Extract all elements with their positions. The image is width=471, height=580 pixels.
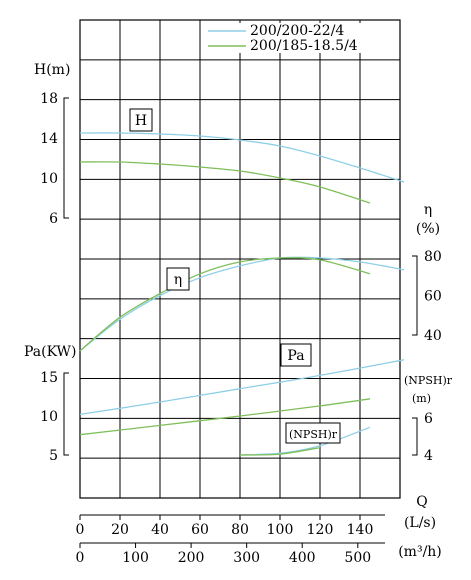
chart-axes — [63, 97, 418, 548]
npsh-axis-label: (NPSH)r — [404, 374, 453, 387]
npsh-curve-label: (NPSH)r — [289, 428, 338, 441]
power-axis-label: Pa(KW) — [24, 344, 76, 360]
ls-tick-label: 20 — [111, 522, 129, 538]
chart-grid — [79, 19, 401, 499]
eff-curve-label: η — [174, 272, 182, 288]
eff-tick-label: 60 — [424, 289, 442, 305]
series-line-pa — [79, 398, 371, 436]
head-axis-label: H(m) — [34, 62, 70, 78]
npsh-curve-label-box — [285, 422, 341, 444]
power-tick-label: 5 — [49, 448, 58, 464]
power-tick-label: 15 — [40, 370, 58, 386]
m3h-tick-label: 100 — [122, 550, 149, 566]
power-tick-label: 10 — [40, 409, 58, 425]
ls-tick-label: 120 — [307, 522, 334, 538]
chart-curves — [79, 132, 405, 456]
eff-axis-label: η — [424, 202, 432, 218]
m3h-tick-label: 500 — [344, 550, 371, 566]
head-tick-label: 10 — [40, 171, 58, 187]
head-tick-label: 14 — [40, 131, 58, 147]
chart-labels: H(m)6101418Pa(KW)51015η(%)406080(NPSH)r(… — [24, 62, 453, 566]
ls-tick-label: 60 — [191, 522, 209, 538]
ls-tick-label: 80 — [231, 522, 249, 538]
legend-item-bg — [206, 38, 396, 53]
npsh-axis-unit: (m) — [412, 392, 431, 405]
eff-axis-bracket — [412, 255, 418, 336]
ls-tick-label: 0 — [76, 522, 85, 538]
eff-tick-label: 40 — [424, 328, 442, 344]
m3h-tick-label: 200 — [178, 550, 205, 566]
npsh-tick-label: 6 — [424, 411, 433, 427]
series-line-npsh — [239, 446, 321, 456]
q-axis-label: Q — [416, 494, 427, 510]
npsh-tick-label: 4 — [424, 448, 433, 464]
power-axis-bracket — [63, 372, 69, 456]
ls-tick-label: 100 — [267, 522, 294, 538]
m3h-tick-label: 400 — [289, 550, 316, 566]
head-curve-label: H — [135, 113, 147, 129]
series-line-eff — [79, 257, 371, 352]
head-tick-label: 18 — [40, 91, 58, 107]
series-line-h — [79, 132, 405, 183]
power-curve-label-box — [280, 343, 312, 367]
eff-curve-label-box — [166, 267, 190, 291]
head-curve-label-box — [129, 108, 153, 132]
series-line-h — [79, 161, 371, 204]
m3h-axis-label: (m³/h) — [398, 544, 442, 560]
legend-item-bg — [206, 23, 396, 38]
npsh-axis-bracket — [412, 417, 418, 456]
power-curve-label: Pa — [287, 348, 304, 364]
legend-label: 200/200-22/4 — [250, 23, 344, 39]
head-tick-label: 6 — [49, 211, 58, 227]
legend-label: 200/185-18.5/4 — [250, 38, 358, 54]
m3h-tick-label: 0 — [76, 550, 85, 566]
eff-axis-unit: (%) — [416, 221, 440, 237]
ls-axis-label: (L/s) — [404, 515, 436, 531]
series-line-pa — [79, 359, 405, 416]
series-line-eff — [79, 256, 405, 352]
ls-tick-label: 40 — [151, 522, 169, 538]
eff-tick-label: 80 — [424, 249, 442, 265]
ls-tick-label: 140 — [347, 522, 374, 538]
head-axis-bracket — [63, 97, 69, 219]
m3h-tick-label: 300 — [233, 550, 260, 566]
